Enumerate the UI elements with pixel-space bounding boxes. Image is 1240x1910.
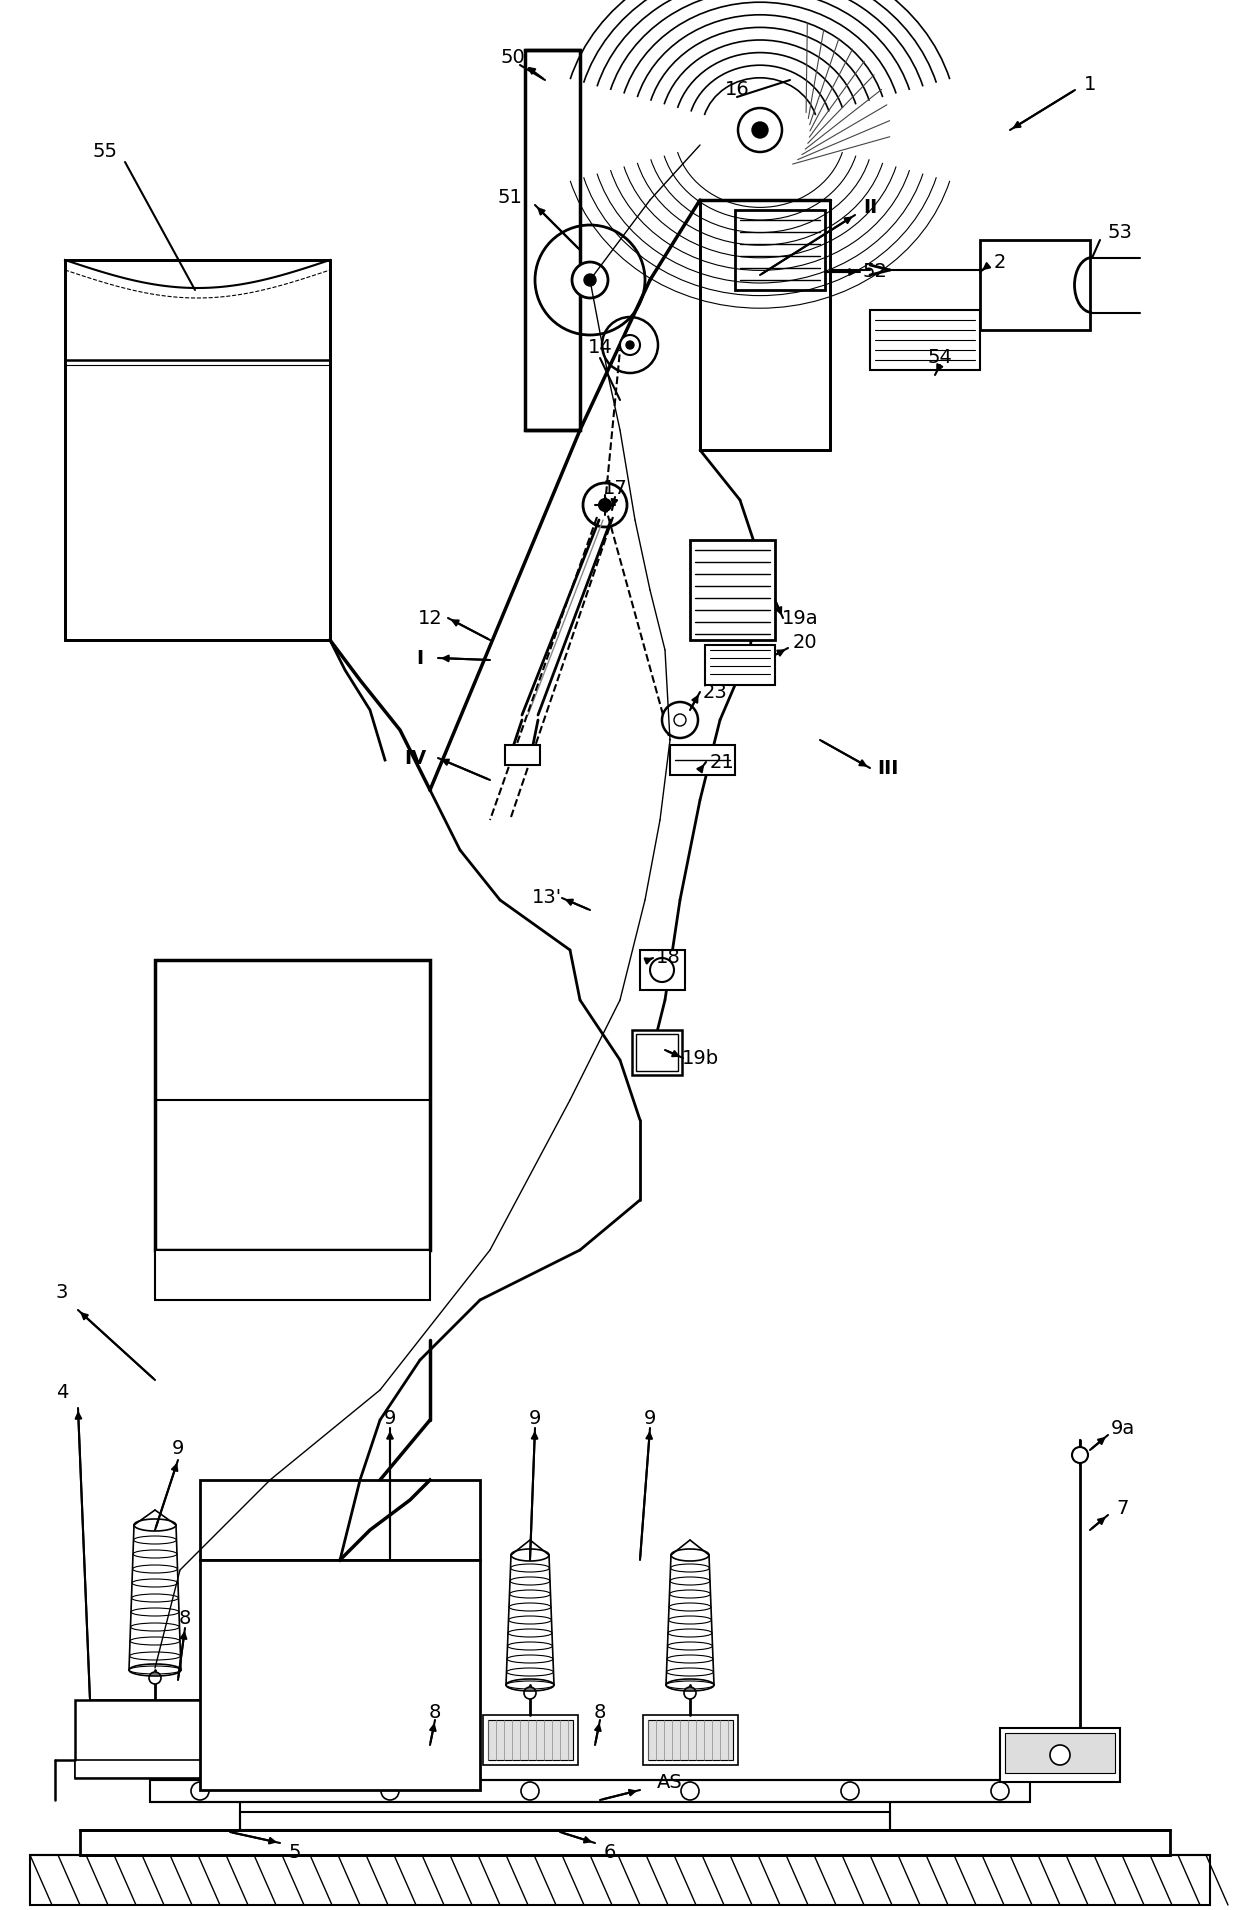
Bar xyxy=(200,1560,480,1790)
Bar xyxy=(649,1721,733,1759)
Text: 12: 12 xyxy=(418,609,443,628)
Text: 50: 50 xyxy=(501,48,526,67)
Text: 19a: 19a xyxy=(781,609,818,628)
Text: 18: 18 xyxy=(656,949,681,968)
Circle shape xyxy=(751,122,768,138)
Text: 8: 8 xyxy=(179,1608,191,1627)
Text: 16: 16 xyxy=(724,80,749,99)
Bar xyxy=(689,541,775,640)
Text: 14: 14 xyxy=(588,338,613,357)
Text: 53: 53 xyxy=(1107,223,1132,243)
Text: 7: 7 xyxy=(1117,1499,1130,1518)
Text: 6: 6 xyxy=(604,1843,616,1862)
Text: 19b: 19b xyxy=(682,1049,718,1068)
Circle shape xyxy=(1073,1448,1087,1463)
Text: II: II xyxy=(863,199,877,218)
Circle shape xyxy=(384,1687,396,1700)
Bar xyxy=(95,1706,215,1755)
Bar xyxy=(74,1759,241,1778)
Bar xyxy=(670,745,735,775)
Bar xyxy=(81,1830,1171,1855)
Bar xyxy=(735,210,825,290)
Text: 13': 13' xyxy=(532,888,562,907)
Bar xyxy=(74,1700,241,1778)
Text: 1: 1 xyxy=(1084,76,1096,94)
Circle shape xyxy=(599,499,611,512)
Text: 5: 5 xyxy=(289,1843,301,1862)
Bar xyxy=(91,1700,219,1759)
Bar xyxy=(525,50,580,430)
Circle shape xyxy=(149,1671,161,1685)
Bar xyxy=(150,1780,1030,1801)
Bar xyxy=(484,1715,578,1765)
Bar xyxy=(980,241,1090,330)
Bar xyxy=(348,1721,433,1759)
Text: 17: 17 xyxy=(603,479,627,497)
Circle shape xyxy=(521,1782,539,1799)
Text: 8: 8 xyxy=(594,1702,606,1721)
Text: 54: 54 xyxy=(928,348,952,367)
Text: IV: IV xyxy=(404,749,427,768)
Bar xyxy=(701,201,830,451)
Text: 23: 23 xyxy=(703,682,728,701)
Text: 3: 3 xyxy=(56,1284,68,1303)
Bar xyxy=(64,260,330,640)
Bar xyxy=(505,745,539,766)
Text: AS: AS xyxy=(657,1774,683,1792)
Bar xyxy=(155,1249,430,1301)
Text: 55: 55 xyxy=(93,143,118,162)
Bar xyxy=(632,1029,682,1075)
Bar xyxy=(644,1715,738,1765)
Text: 8: 8 xyxy=(429,1702,441,1721)
Text: 2: 2 xyxy=(993,254,1006,273)
Circle shape xyxy=(572,262,608,298)
Circle shape xyxy=(584,273,596,286)
Text: 52: 52 xyxy=(863,262,888,281)
Circle shape xyxy=(583,483,627,527)
Circle shape xyxy=(684,1687,696,1700)
Bar xyxy=(1004,1732,1115,1772)
Bar xyxy=(706,646,775,686)
Bar xyxy=(30,1855,1210,1904)
Text: 20: 20 xyxy=(792,632,817,651)
Bar xyxy=(636,1033,678,1072)
Text: 9: 9 xyxy=(644,1408,656,1427)
Text: 9: 9 xyxy=(528,1408,541,1427)
Circle shape xyxy=(620,334,640,355)
Text: I: I xyxy=(417,649,424,667)
Circle shape xyxy=(525,1687,536,1700)
Text: 4: 4 xyxy=(56,1383,68,1402)
Bar xyxy=(241,1813,890,1830)
Circle shape xyxy=(841,1782,859,1799)
Circle shape xyxy=(738,109,782,153)
Text: III: III xyxy=(878,758,899,777)
Circle shape xyxy=(991,1782,1009,1799)
Circle shape xyxy=(681,1782,699,1799)
Circle shape xyxy=(662,703,698,737)
Bar xyxy=(200,1480,480,1560)
Text: 21: 21 xyxy=(709,753,734,772)
Text: 51: 51 xyxy=(497,189,522,208)
Circle shape xyxy=(191,1782,210,1799)
Bar xyxy=(870,309,980,371)
Bar xyxy=(640,949,684,989)
Bar xyxy=(155,961,430,1249)
Circle shape xyxy=(1050,1746,1070,1765)
Text: 9: 9 xyxy=(384,1408,397,1427)
Text: 9a: 9a xyxy=(1111,1419,1135,1438)
Circle shape xyxy=(381,1782,399,1799)
Bar xyxy=(999,1729,1120,1782)
Circle shape xyxy=(626,342,634,350)
Text: 9: 9 xyxy=(172,1438,185,1457)
Bar xyxy=(343,1715,438,1765)
Bar xyxy=(489,1721,573,1759)
